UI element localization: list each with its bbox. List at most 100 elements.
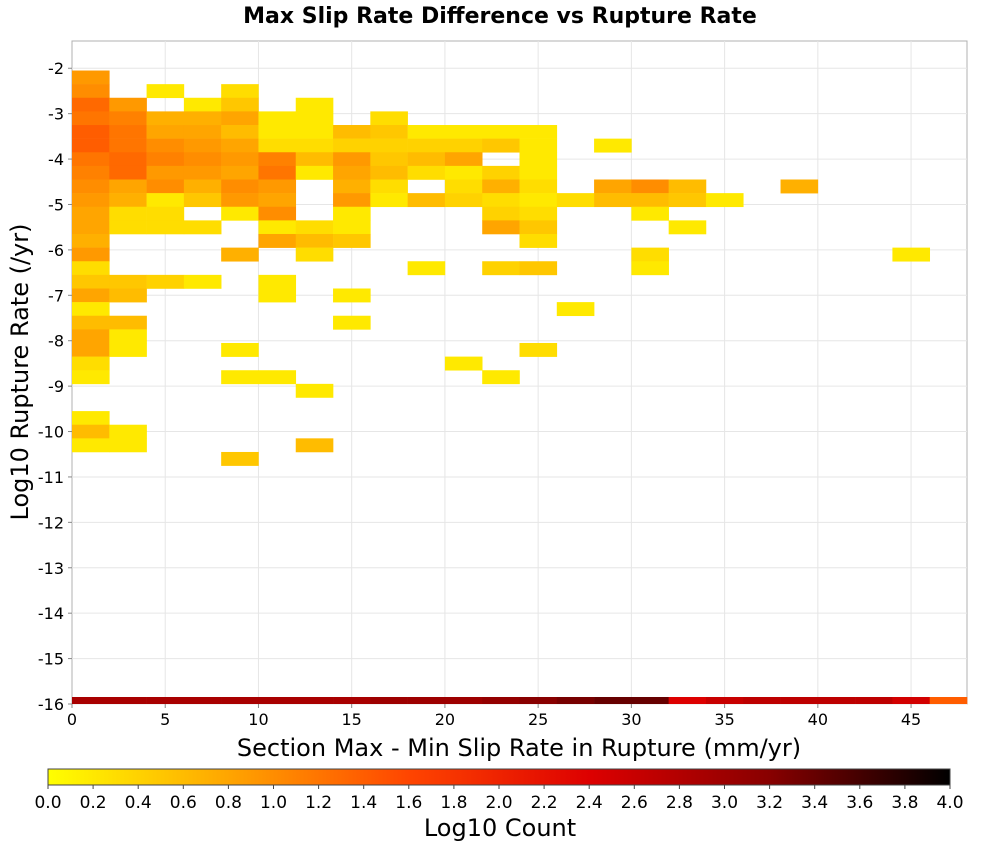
heatmap-cell <box>482 261 520 276</box>
heatmap-cell <box>444 125 483 139</box>
heatmap-cell <box>258 138 297 153</box>
heatmap-cell <box>295 125 334 139</box>
heatmap-cell <box>295 247 334 262</box>
heatmap-cell <box>183 220 222 235</box>
heatmap-cell <box>444 165 483 180</box>
heatmap-cell <box>72 247 110 262</box>
heatmap-cell <box>221 206 259 221</box>
heatmap-cell <box>72 315 110 330</box>
heatmap-cell <box>183 193 222 208</box>
bottom-row-cell <box>109 697 147 704</box>
y-tick-label: -2 <box>48 59 64 78</box>
heatmap-cell <box>444 152 483 167</box>
heatmap-cell <box>631 261 669 276</box>
heatmap-cell <box>444 356 483 371</box>
heatmap-cell <box>221 97 259 112</box>
bottom-row-cell <box>221 697 259 704</box>
heatmap-cell <box>556 302 595 317</box>
heatmap-cell <box>109 438 147 453</box>
y-tick-label: -10 <box>38 423 64 442</box>
heatmap-cell <box>519 206 558 221</box>
heatmap-cell <box>109 206 147 221</box>
heatmap-cell <box>295 152 334 167</box>
x-tick-label: 45 <box>901 710 921 729</box>
bottom-row-cell <box>668 697 707 704</box>
heatmap-cell <box>333 152 371 167</box>
heatmap-cell <box>146 125 185 139</box>
heatmap-cell <box>183 274 222 289</box>
bottom-row-cell <box>892 697 931 704</box>
heatmap-cell <box>72 329 110 344</box>
y-tick-label: -5 <box>48 195 64 214</box>
y-tick-label: -13 <box>38 559 64 578</box>
heatmap-cell <box>109 315 147 330</box>
y-tick-label: -7 <box>48 286 64 305</box>
heatmap-cell <box>221 193 259 208</box>
heatmap-cell <box>295 383 334 398</box>
heatmap-cell <box>72 70 110 85</box>
heatmap-cell <box>370 179 408 194</box>
heatmap-cell <box>482 193 520 208</box>
colorbar-tick-label: 0.8 <box>215 793 242 813</box>
colorbar-tick-label: 1.8 <box>440 793 467 813</box>
y-tick-label: -11 <box>38 468 64 487</box>
heatmap-cell <box>407 138 446 153</box>
heatmap-cell <box>482 206 520 221</box>
heatmap-cell <box>109 179 147 194</box>
colorbar-tick-label: 1.6 <box>395 793 422 813</box>
heatmap-cell <box>519 138 558 153</box>
heatmap-cell <box>519 233 558 248</box>
heatmap-cell <box>109 152 147 167</box>
heatmap-cell <box>146 274 185 289</box>
y-tick-label: -6 <box>48 241 64 260</box>
heatmap-cell <box>72 342 110 357</box>
heatmap-cell <box>295 438 334 453</box>
heatmap-cell <box>146 220 185 235</box>
heatmap-cell <box>221 179 259 194</box>
x-tick-label: 15 <box>342 710 362 729</box>
x-tick-label: 40 <box>808 710 828 729</box>
y-tick-label: -15 <box>38 650 64 669</box>
heatmap-cell <box>333 179 371 194</box>
bottom-row-cell <box>519 697 558 704</box>
heatmap-cell <box>72 97 110 112</box>
heatmap-cell <box>482 125 520 139</box>
heatmap-cell <box>370 111 408 126</box>
colorbar-ticks: 0.0 0.2 0.4 0.6 0.8 1.0 1.2 1.4 1.6 1.8 2.0 2.2 2.4 2… <box>34 785 964 813</box>
heatmap-cell <box>519 179 558 194</box>
heatmap-cell <box>519 193 558 208</box>
heatmap-cell <box>444 179 483 194</box>
heatmap-cell <box>72 370 110 385</box>
bottom-row-cell <box>183 697 222 704</box>
heatmap-cell <box>72 411 110 426</box>
x-axis-ticks: 0 5 10 15 20 25 30 35 40 45 <box>67 704 921 729</box>
heatmap-cell <box>370 165 408 180</box>
heatmap-cell <box>109 138 147 153</box>
heatmap-cell <box>221 84 259 99</box>
heatmap-cells <box>72 70 931 466</box>
heatmap-cell <box>482 138 520 153</box>
bottom-row-cell <box>594 697 632 704</box>
heatmap-cell <box>333 220 371 235</box>
heatmap-cell <box>183 138 222 153</box>
heatmap-cell <box>407 125 446 139</box>
heatmap-cell <box>333 206 371 221</box>
x-axis-label: Section Max - Min Slip Rate in Rupture (… <box>237 734 801 762</box>
heatmap-cell <box>109 97 147 112</box>
heatmap-cell <box>370 152 408 167</box>
heatmap-cell <box>72 138 110 153</box>
heatmap-cell <box>146 193 185 208</box>
x-tick-label: 35 <box>714 710 734 729</box>
colorbar-tick-label: 3.2 <box>756 793 783 813</box>
heatmap-cell <box>258 125 297 139</box>
colorbar-tick-label: 0.6 <box>170 793 197 813</box>
heatmap-cell <box>72 152 110 167</box>
heatmap-cell <box>221 247 259 262</box>
heatmap-cell <box>72 220 110 235</box>
heatmap-cell <box>146 179 185 194</box>
heatmap-cell <box>594 193 632 208</box>
heatmap-cell <box>631 193 669 208</box>
bottom-row-cell <box>556 697 595 704</box>
x-tick-label: 0 <box>67 710 77 729</box>
heatmap-cell <box>258 274 297 289</box>
